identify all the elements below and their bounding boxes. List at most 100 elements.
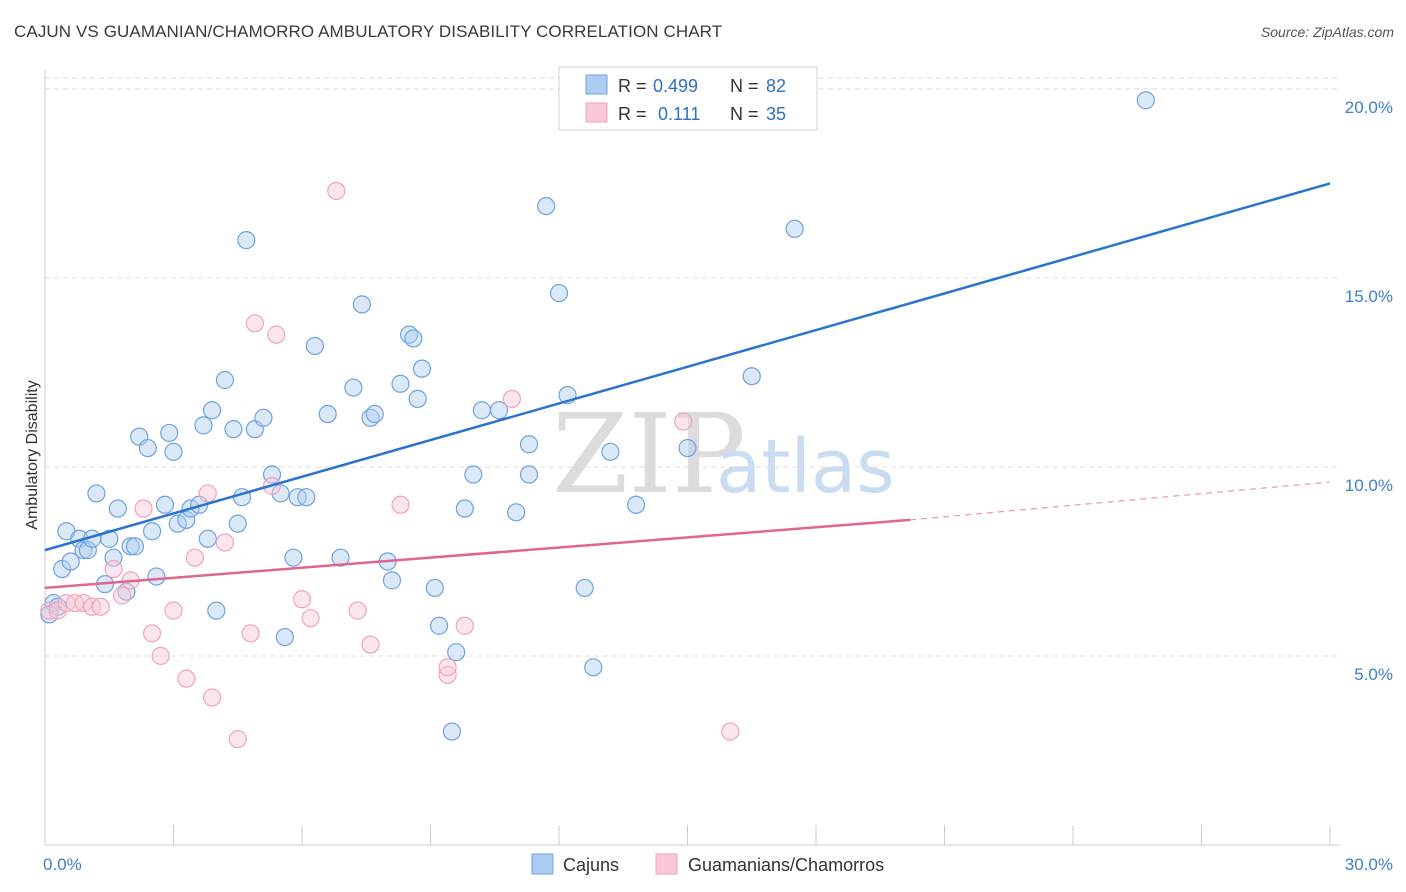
point-0-75 [678, 438, 697, 458]
point-0-66 [519, 465, 539, 484]
point-1-19 [228, 730, 247, 749]
legend-r-label-0: R = [618, 76, 647, 96]
point-1-11 [142, 624, 162, 643]
y-tick-label-2: 15.0% [1345, 287, 1393, 306]
point-1-21 [245, 314, 264, 333]
point-1-33 [502, 389, 521, 409]
point-1-28 [361, 635, 380, 654]
point-0-8 [87, 484, 106, 503]
point-0-47 [352, 295, 372, 314]
point-0-26 [194, 416, 213, 435]
point-0-39 [275, 627, 294, 647]
point-0-32 [228, 514, 247, 533]
point-0-72 [584, 658, 603, 677]
point-0-77 [785, 219, 804, 238]
legend-n-value-1: 35 [766, 104, 786, 124]
point-0-73 [601, 442, 620, 461]
point-1-24 [292, 590, 312, 609]
point-1-8 [112, 586, 132, 605]
point-1-23 [267, 325, 286, 344]
point-0-52 [391, 374, 410, 393]
legend-n-label-1: N = [730, 104, 759, 124]
x-tick-labels: 0.0% 30.0% [43, 855, 1393, 874]
point-0-31 [224, 420, 243, 439]
point-0-71 [575, 578, 594, 598]
point-0-20 [160, 423, 179, 443]
point-0-10 [100, 529, 119, 548]
legend-n-value-0: 82 [766, 76, 786, 96]
watermark-zip: ZIP [552, 390, 746, 518]
point-0-54 [404, 329, 423, 348]
legend-r-value-1: 0.111 [653, 104, 700, 124]
point-1-25 [301, 609, 320, 628]
point-1-32 [455, 616, 474, 635]
point-0-23 [177, 510, 196, 529]
point-0-22 [168, 514, 187, 533]
point-0-68 [537, 196, 556, 216]
y-axis-label: Ambulatory Disability [24, 380, 41, 529]
point-0-76 [742, 367, 761, 386]
point-0-69 [549, 283, 569, 303]
point-0-46 [344, 378, 363, 397]
point-0-78 [1136, 91, 1155, 110]
point-0-14 [121, 537, 140, 556]
point-1-14 [177, 669, 196, 688]
point-0-19 [155, 495, 175, 514]
x-tick-label-0: 0.0% [43, 855, 82, 874]
point-0-67 [519, 435, 539, 454]
axes [44, 70, 1340, 846]
point-0-51 [382, 571, 402, 590]
trend-line-1 [44, 518, 911, 590]
point-0-74 [626, 495, 646, 514]
point-0-61 [455, 499, 474, 518]
point-0-65 [507, 503, 526, 522]
point-1-10 [134, 499, 153, 518]
bottom-legend-swatch-guamanians [655, 853, 678, 875]
point-1-31 [438, 658, 457, 677]
point-1-35 [721, 722, 740, 741]
point-0-27 [198, 529, 217, 548]
point-0-3 [61, 552, 80, 571]
y-tick-label-0: 5.0% [1354, 665, 1393, 684]
chart-title: CAJUN VS GUAMANIAN/CHAMORRO AMBULATORY D… [14, 22, 723, 41]
point-0-17 [138, 438, 157, 458]
x-tick-label-1: 30.0% [1345, 855, 1393, 874]
point-0-34 [237, 231, 256, 250]
point-0-81 [142, 522, 162, 541]
point-0-59 [442, 722, 462, 741]
point-1-16 [198, 484, 217, 503]
point-0-29 [207, 601, 226, 620]
trend-line-0 [44, 182, 1331, 552]
point-1-7 [104, 559, 123, 579]
point-0-6 [78, 541, 97, 560]
trend-lines [44, 182, 1331, 590]
point-0-28 [202, 401, 222, 420]
point-0-45 [331, 548, 350, 567]
point-1-29 [391, 495, 410, 514]
point-1-15 [185, 548, 205, 567]
point-0-63 [472, 401, 491, 420]
y-tick-label-3: 20.0% [1345, 98, 1393, 117]
point-0-30 [215, 370, 234, 390]
point-0-36 [254, 408, 273, 427]
point-0-56 [412, 359, 432, 378]
point-0-58 [429, 616, 449, 635]
gridlines [45, 77, 1340, 657]
legend-swatch-cajuns [585, 74, 608, 95]
y-tick-labels: 5.0% 10.0% 15.0% 20.0% [1345, 98, 1393, 684]
correlation-legend: R = 0.499 N = 82 R = 0.111 N = 35 [558, 66, 818, 131]
legend-r-label-1: R = [618, 104, 647, 124]
point-0-12 [108, 499, 127, 518]
point-0-44 [318, 404, 337, 424]
point-1-20 [241, 624, 260, 643]
point-1-26 [327, 181, 346, 201]
point-0-43 [305, 336, 324, 356]
point-1-30 [438, 665, 457, 684]
point-0-57 [425, 578, 444, 598]
legend-swatch-guamanians [585, 102, 608, 123]
series-guamanians-points [40, 181, 740, 749]
chart-source: Source: ZipAtlas.com [1260, 24, 1394, 40]
point-1-34 [674, 412, 693, 431]
point-0-42 [297, 488, 316, 507]
